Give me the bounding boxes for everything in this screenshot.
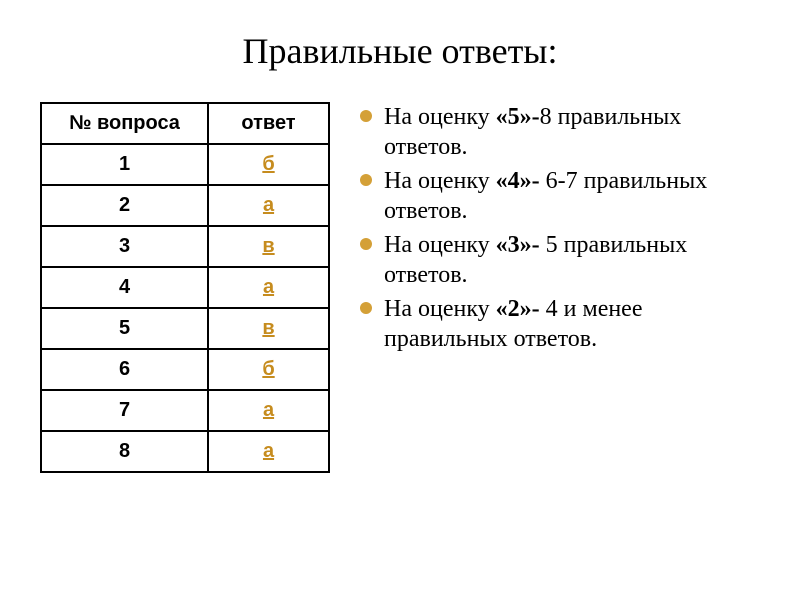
bullet-icon [360, 302, 372, 314]
answer-cell: а [208, 431, 329, 472]
page-title: Правильные ответы: [40, 30, 760, 72]
answer-link[interactable]: в [262, 235, 274, 257]
answer-cell: а [208, 267, 329, 308]
grading-item: На оценку «4»- 6-7 правильных ответов. [360, 166, 760, 226]
answer-link[interactable]: б [262, 358, 274, 380]
bullet-icon [360, 238, 372, 250]
table-row: 8 а [41, 431, 329, 472]
answer-cell: а [208, 185, 329, 226]
answer-cell: а [208, 390, 329, 431]
answer-cell: б [208, 349, 329, 390]
col-header-question: № вопроса [41, 103, 208, 144]
answer-cell: в [208, 308, 329, 349]
answer-link[interactable]: а [263, 276, 274, 298]
grading-item: На оценку «3»- 5 правильных ответов. [360, 230, 760, 290]
answer-cell: в [208, 226, 329, 267]
question-number: 6 [41, 349, 208, 390]
grading-item: На оценку «5»-8 правильных ответов. [360, 102, 760, 162]
question-number: 7 [41, 390, 208, 431]
answer-table-container: № вопроса ответ 1 б 2 а 3 в 4 [40, 102, 330, 473]
question-number: 1 [41, 144, 208, 185]
grading-item: На оценку «2»- 4 и менее правильных отве… [360, 294, 760, 354]
question-number: 8 [41, 431, 208, 472]
table-body: 1 б 2 а 3 в 4 а 5 в [41, 144, 329, 472]
grading-list: На оценку «5»-8 правильных ответов. На о… [360, 102, 760, 473]
answer-link[interactable]: в [262, 317, 274, 339]
answer-link[interactable]: а [263, 194, 274, 216]
question-number: 3 [41, 226, 208, 267]
table-row: 1 б [41, 144, 329, 185]
table-row: 6 б [41, 349, 329, 390]
answer-link[interactable]: а [263, 440, 274, 462]
content-row: № вопроса ответ 1 б 2 а 3 в 4 [40, 102, 760, 473]
question-number: 2 [41, 185, 208, 226]
answer-link[interactable]: а [263, 399, 274, 421]
table-row: 4 а [41, 267, 329, 308]
grading-text: На оценку «4»- 6-7 правильных ответов. [384, 166, 760, 226]
bullet-icon [360, 174, 372, 186]
grading-text: На оценку «3»- 5 правильных ответов. [384, 230, 760, 290]
table-row: 7 а [41, 390, 329, 431]
question-number: 5 [41, 308, 208, 349]
table-row: 2 а [41, 185, 329, 226]
grading-text: На оценку «2»- 4 и менее правильных отве… [384, 294, 760, 354]
answer-cell: б [208, 144, 329, 185]
question-number: 4 [41, 267, 208, 308]
answer-table: № вопроса ответ 1 б 2 а 3 в 4 [40, 102, 330, 473]
col-header-answer: ответ [208, 103, 329, 144]
grading-text: На оценку «5»-8 правильных ответов. [384, 102, 760, 162]
table-row: 5 в [41, 308, 329, 349]
bullet-icon [360, 110, 372, 122]
table-row: 3 в [41, 226, 329, 267]
answer-link[interactable]: б [262, 153, 274, 175]
